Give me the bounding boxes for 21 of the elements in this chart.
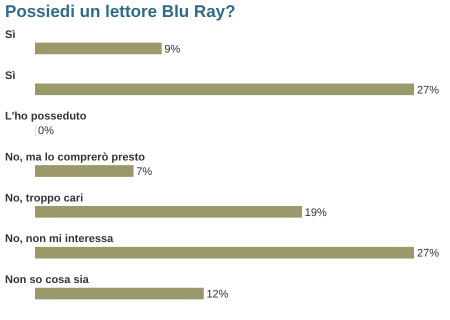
y-tick-label: No, ma lo comprerò presto [5,152,146,164]
bar [35,206,302,218]
y-tick-label: Non so cosa sia [5,274,90,286]
data-label: 19% [304,206,327,219]
data-label: 12% [206,288,229,301]
y-tick-label: No, non mi interessa [5,233,114,246]
y-tick-label: Sì [5,28,16,41]
bar [35,246,414,259]
data-label: 27% [417,84,440,96]
data-label: 7% [136,166,152,178]
bar [35,165,134,177]
y-tick-label: No, troppo cari [5,192,84,204]
data-label: 9% [164,43,180,56]
data-label: 27% [417,248,440,260]
bar [35,83,414,96]
bar [35,42,162,54]
chart-title: Possiedi un lettore Blu Ray? [4,1,236,23]
data-label: 0% [38,125,54,138]
bar [35,288,204,300]
y-tick-label: L'ho posseduto [5,110,87,123]
y-tick-label: Sì [5,70,16,82]
